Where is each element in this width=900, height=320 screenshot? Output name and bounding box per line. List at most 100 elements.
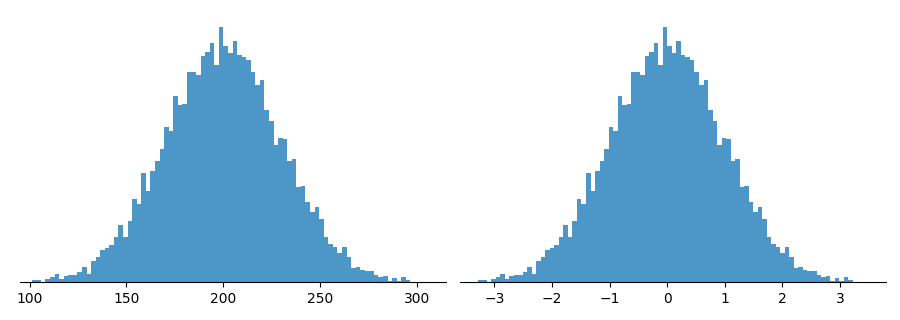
Bar bbox=[251, 72, 256, 282]
Bar bbox=[644, 56, 649, 282]
Bar bbox=[110, 245, 114, 282]
Bar bbox=[581, 204, 586, 282]
Bar bbox=[649, 52, 653, 282]
Bar bbox=[527, 267, 532, 282]
Bar bbox=[843, 277, 848, 282]
Bar bbox=[613, 131, 617, 282]
Bar bbox=[374, 275, 379, 282]
Bar bbox=[305, 202, 310, 282]
Bar bbox=[491, 279, 496, 282]
Bar bbox=[550, 248, 554, 282]
Bar bbox=[232, 41, 237, 282]
Bar bbox=[159, 149, 164, 282]
Bar bbox=[36, 280, 40, 282]
Bar bbox=[803, 270, 807, 282]
Bar bbox=[100, 251, 104, 282]
Bar bbox=[356, 267, 360, 282]
Bar bbox=[128, 221, 132, 282]
Bar bbox=[753, 212, 758, 282]
Bar bbox=[164, 127, 168, 282]
Bar bbox=[210, 43, 214, 282]
Bar bbox=[292, 159, 296, 282]
Bar bbox=[192, 72, 196, 282]
Bar bbox=[320, 219, 324, 282]
Bar bbox=[518, 275, 523, 282]
Bar bbox=[834, 278, 839, 282]
Bar bbox=[260, 80, 265, 282]
Bar bbox=[324, 237, 328, 282]
Bar bbox=[401, 277, 406, 282]
Bar bbox=[310, 212, 315, 282]
Bar bbox=[46, 279, 50, 282]
Bar bbox=[830, 281, 834, 282]
Bar bbox=[704, 80, 708, 282]
Bar bbox=[686, 57, 690, 282]
Bar bbox=[536, 261, 541, 282]
Bar bbox=[771, 244, 776, 282]
Bar bbox=[681, 55, 686, 282]
Bar bbox=[816, 275, 821, 282]
Bar bbox=[663, 27, 668, 282]
Bar bbox=[50, 277, 55, 282]
Bar bbox=[360, 270, 364, 282]
Bar bbox=[447, 281, 452, 282]
Bar bbox=[631, 72, 635, 282]
Bar bbox=[509, 276, 514, 282]
Bar bbox=[397, 281, 401, 282]
Bar bbox=[731, 161, 735, 282]
Bar bbox=[301, 187, 305, 282]
Bar bbox=[577, 199, 581, 282]
Bar bbox=[141, 173, 146, 282]
Bar bbox=[338, 253, 342, 282]
Bar bbox=[608, 127, 613, 282]
Bar bbox=[237, 55, 241, 282]
Bar bbox=[482, 280, 487, 282]
Bar bbox=[563, 225, 568, 282]
Bar bbox=[104, 248, 110, 282]
Bar bbox=[599, 161, 604, 282]
Bar bbox=[590, 191, 595, 282]
Bar bbox=[137, 204, 141, 282]
Bar bbox=[68, 275, 73, 282]
Bar bbox=[572, 221, 577, 282]
Bar bbox=[699, 84, 704, 282]
Bar bbox=[653, 43, 658, 282]
Bar bbox=[265, 110, 269, 282]
Bar bbox=[726, 139, 731, 282]
Bar bbox=[758, 207, 762, 282]
Bar bbox=[406, 280, 410, 282]
Bar bbox=[532, 274, 536, 282]
Bar bbox=[798, 267, 803, 282]
Bar bbox=[364, 271, 369, 282]
Bar bbox=[201, 56, 205, 282]
Bar bbox=[223, 46, 228, 282]
Bar bbox=[617, 96, 622, 282]
Bar bbox=[767, 237, 771, 282]
Bar bbox=[119, 225, 123, 282]
Bar bbox=[278, 138, 283, 282]
Bar bbox=[496, 277, 500, 282]
Bar bbox=[146, 191, 150, 282]
Bar bbox=[776, 247, 780, 282]
Bar bbox=[95, 257, 100, 282]
Bar bbox=[785, 247, 789, 282]
Bar bbox=[296, 187, 301, 282]
Bar bbox=[155, 161, 159, 282]
Bar bbox=[559, 237, 563, 282]
Bar bbox=[545, 251, 550, 282]
Bar bbox=[91, 261, 95, 282]
Bar bbox=[205, 52, 210, 282]
Bar bbox=[541, 257, 545, 282]
Bar bbox=[722, 138, 726, 282]
Bar bbox=[55, 274, 59, 282]
Bar bbox=[672, 53, 677, 282]
Bar bbox=[825, 276, 830, 282]
Bar bbox=[789, 257, 794, 282]
Bar bbox=[214, 66, 219, 282]
Bar bbox=[59, 279, 64, 282]
Bar bbox=[640, 75, 644, 282]
Bar bbox=[658, 66, 663, 282]
Bar bbox=[274, 145, 278, 282]
Bar bbox=[219, 27, 223, 282]
Bar bbox=[735, 159, 740, 282]
